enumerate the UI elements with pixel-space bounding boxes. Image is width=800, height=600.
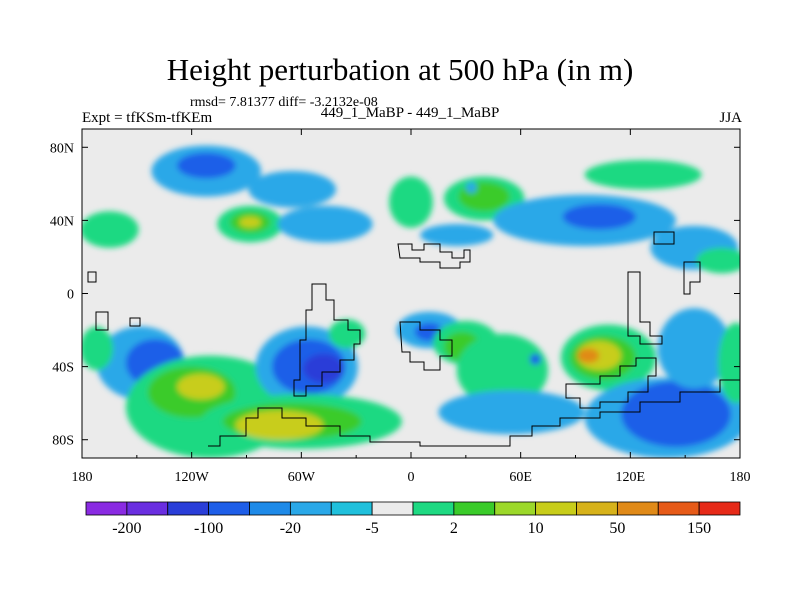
anomaly-region-36 xyxy=(438,390,585,435)
colorbar-label: -200 xyxy=(112,520,141,537)
anomaly-region-15 xyxy=(420,224,494,246)
x-tick-label: 0 xyxy=(408,470,415,485)
colorbar-swatch xyxy=(412,501,455,516)
colorbar-swatch xyxy=(616,501,659,516)
anomaly-region-11 xyxy=(465,182,477,193)
colorbar-label: 10 xyxy=(528,520,544,537)
stats-label: rmsd= 7.81377 diff= -3.2132e-08 xyxy=(190,95,378,110)
y-tick-label: 40S xyxy=(52,361,74,376)
anomaly-region-45 xyxy=(529,353,541,365)
anomaly-region-17 xyxy=(696,247,740,274)
coastline-antarctica xyxy=(208,379,740,447)
colorbar-label: -5 xyxy=(365,520,378,537)
colorbar-swatch xyxy=(330,501,373,516)
chart-title: Height perturbation at 500 hPa (in m) xyxy=(166,52,634,87)
anomaly-region-26 xyxy=(303,353,344,384)
anomaly-region-8 xyxy=(389,176,433,228)
y-tick-label: 40N xyxy=(50,214,74,229)
x-tick-label: 60E xyxy=(509,470,532,485)
colorbar-swatch xyxy=(535,501,577,516)
colorbar-swatch xyxy=(85,501,128,516)
colorbar-label: -20 xyxy=(280,520,301,537)
colorbar-swatch xyxy=(249,501,291,516)
anomaly-region-14 xyxy=(562,203,636,230)
anomaly-region-2 xyxy=(248,171,337,208)
colorbar-swatch xyxy=(126,501,169,516)
y-tick-label: 0 xyxy=(67,288,74,303)
colorbar-label: -100 xyxy=(194,520,223,537)
colorbar-swatch xyxy=(494,501,537,516)
experiment-label: Expt = tfKSm-tfKEm xyxy=(82,110,213,126)
x-tick-label: 60W xyxy=(288,470,316,485)
anomaly-region-30 xyxy=(328,319,366,349)
coastline-africa xyxy=(399,321,453,371)
y-tick-label: 80S xyxy=(52,434,74,449)
coastline-east-asia xyxy=(653,231,701,295)
colorbar-swatch xyxy=(208,501,250,516)
x-tick-label: 180 xyxy=(730,470,751,485)
anomaly-region-7 xyxy=(277,205,373,243)
anomaly-region-42 xyxy=(621,381,731,448)
anomaly-region-20 xyxy=(82,326,114,371)
anomaly-region-39 xyxy=(577,341,622,371)
x-tick-label: 120E xyxy=(616,470,646,485)
coastline-australia xyxy=(565,357,657,409)
anomaly-region-43 xyxy=(657,308,731,389)
coastline-south-america xyxy=(293,283,361,397)
colorbar-swatch xyxy=(576,501,618,516)
colorbar: -200 -100 -20 -5 2 10 50 150 xyxy=(85,501,741,537)
anomaly-region-1 xyxy=(177,152,236,179)
coastline-indonesia xyxy=(627,271,663,345)
season-label: JJA xyxy=(719,110,742,126)
colorbar-swatch xyxy=(289,501,332,516)
colorbar-label: 150 xyxy=(687,520,711,537)
colorbar-swatch xyxy=(698,501,741,516)
x-tick-label: 180 xyxy=(72,470,93,485)
y-tick-label: 80N xyxy=(50,141,74,156)
coastline-north-africa xyxy=(397,243,471,269)
colorbar-swatch xyxy=(167,501,210,516)
runs-label: 449_1_MaBP - 449_1_MaBP xyxy=(320,105,500,121)
colorbar-label: 2 xyxy=(450,520,458,537)
colorbar-swatch xyxy=(371,501,414,516)
anomaly-region-23 xyxy=(177,373,225,400)
anomaly-region-29 xyxy=(235,410,324,440)
anomaly-region-40 xyxy=(577,348,600,363)
x-tick-label: 120W xyxy=(175,470,210,485)
colorbar-swatch xyxy=(453,501,496,516)
y-axis: 80N 40N 0 40S 80S xyxy=(50,141,740,449)
anomaly-region-6 xyxy=(239,216,262,228)
colorbar-label: 50 xyxy=(609,520,625,537)
anomaly-region-3 xyxy=(82,211,139,248)
anomaly-region-12 xyxy=(584,160,702,190)
anomaly-region-35 xyxy=(456,333,549,407)
x-axis: 180 120W 60W 0 60E 120E 180 xyxy=(72,129,751,485)
colorbar-swatch xyxy=(657,501,700,516)
coastline-west-pacific-islands xyxy=(87,271,141,331)
anomaly-region-44 xyxy=(718,322,740,404)
